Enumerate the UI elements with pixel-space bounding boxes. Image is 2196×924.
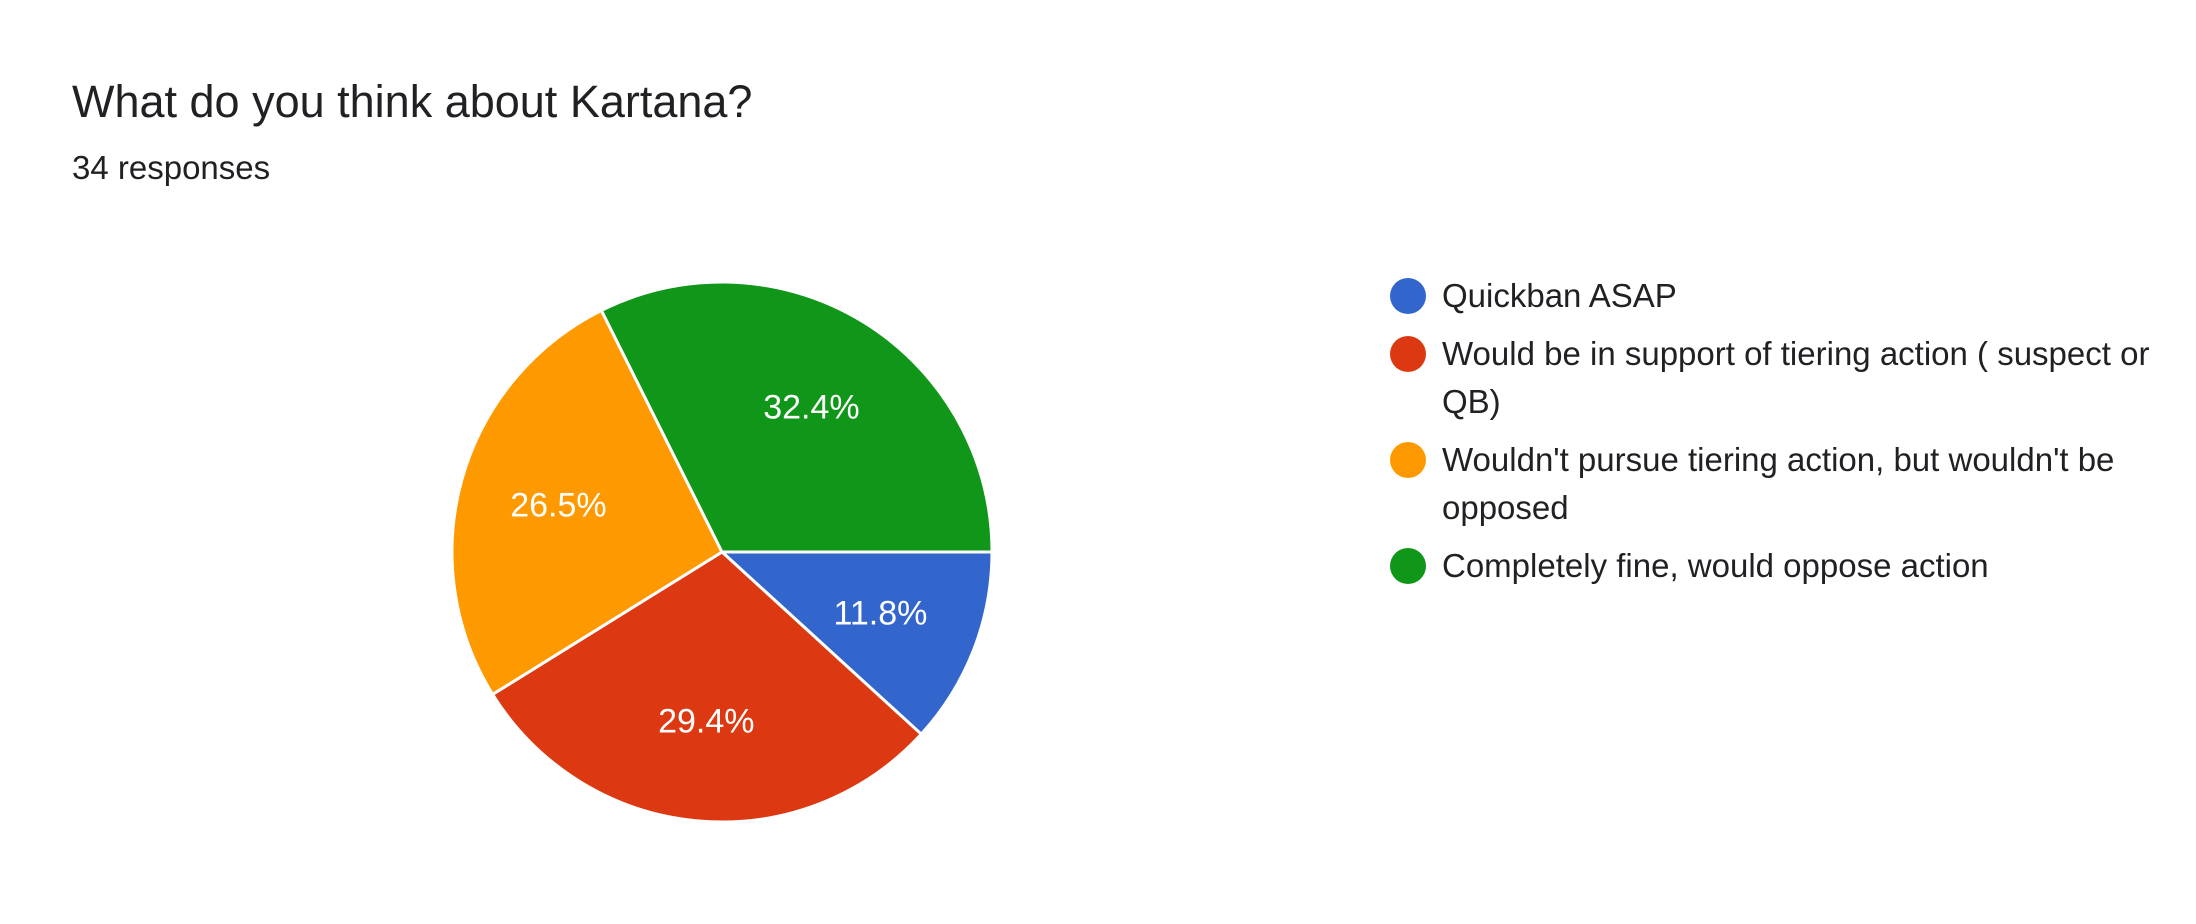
legend-item-1[interactable]: Quickban ASAP: [1390, 272, 2170, 320]
pie-slice-label-1: 11.8%: [834, 595, 928, 633]
legend-swatch-icon: [1390, 548, 1426, 584]
pie-slice-2[interactable]: [491, 550, 923, 824]
pie-slice-4[interactable]: [599, 280, 994, 554]
legend-item-2[interactable]: Would be in support of tiering action ( …: [1390, 330, 2170, 426]
chart-legend: Quickban ASAP Would be in support of tier…: [1390, 272, 2170, 600]
response-count: 34 responses: [72, 149, 271, 186]
legend-swatch-icon: [1390, 336, 1426, 372]
pie-slice-1[interactable]: [720, 550, 994, 736]
chart-title: What do you think about Kartana?: [72, 76, 753, 127]
legend-label: Would be in support of tiering action ( …: [1442, 335, 2150, 420]
pie-chart: 11.8% 29.4% 26.5% 32.4%: [450, 280, 994, 824]
legend-item-4[interactable]: Completely fine, would oppose action: [1390, 542, 2170, 590]
pie-slice-3[interactable]: [450, 308, 724, 696]
legend-label: Quickban ASAP: [1442, 277, 1677, 314]
legend-label: Wouldn't pursue tiering action, but woul…: [1442, 441, 2115, 526]
pie-slice-label-4: 32.4%: [763, 388, 859, 426]
legend-swatch-icon: [1390, 278, 1426, 314]
legend-swatch-icon: [1390, 442, 1426, 478]
pie-chart-area: 11.8% 29.4% 26.5% 32.4%: [450, 280, 994, 824]
legend-label: Completely fine, would oppose action: [1442, 547, 1989, 584]
pie-slice-label-3: 26.5%: [510, 487, 606, 525]
legend-item-3[interactable]: Wouldn't pursue tiering action, but woul…: [1390, 436, 2170, 532]
pie-slice-label-2: 29.4%: [658, 702, 754, 740]
